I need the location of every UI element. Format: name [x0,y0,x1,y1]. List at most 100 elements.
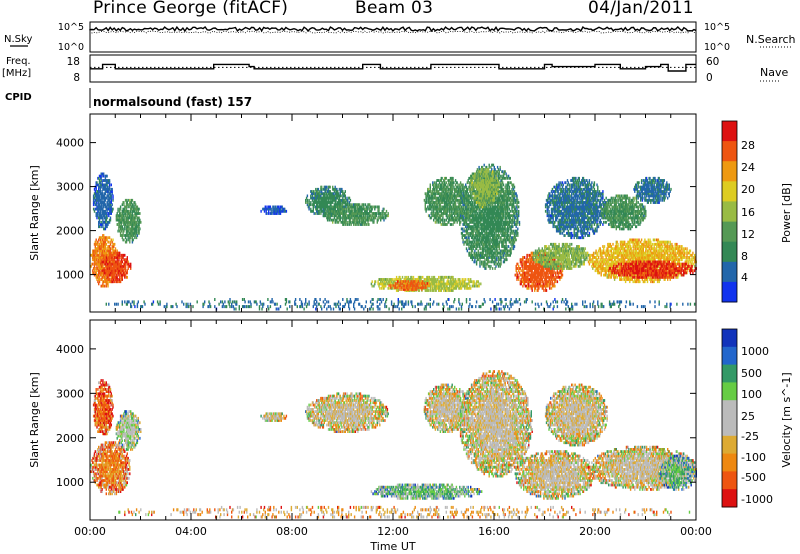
data-cell [110,247,111,250]
data-cell [140,221,141,224]
data-cell [92,263,93,266]
data-cell [109,236,110,239]
noise-ytick-left-bottom: 10^0 [58,42,84,53]
data-cell [286,210,287,213]
data-cell [340,195,341,198]
data-cell [484,258,485,261]
data-cell [128,199,129,202]
data-cell [470,287,471,290]
data-cell [465,278,466,281]
data-cell [388,284,389,287]
data-cell [346,208,347,211]
data-cell [481,261,482,264]
data-cell [480,247,481,250]
data-cell [130,263,131,266]
data-cell [391,284,392,287]
data-cell [345,195,346,198]
data-cell [127,256,128,259]
data-cell [106,175,107,178]
data-cell [321,186,322,189]
data-cell [372,285,373,288]
data-cell [104,285,105,288]
data-cell [308,199,309,202]
data-cell [307,195,308,198]
data-cell [326,186,327,189]
data-cell [119,252,120,255]
data-cell [413,276,414,279]
data-cell [401,286,402,289]
data-cell [115,247,116,250]
data-cell [395,282,396,285]
frequency-line [90,64,696,71]
data-cell [375,206,376,209]
data-cell [112,208,113,211]
data-cell [260,210,261,213]
data-region-3 [93,173,114,231]
data-cell [403,280,404,283]
data-cell [444,219,445,222]
data-cell [123,239,124,242]
data-cell [132,199,133,202]
data-cell [441,177,442,180]
data-cell [347,221,348,224]
data-cell [127,276,128,279]
data-cell [446,177,447,180]
data-cell [271,208,272,211]
data-cell [112,203,113,206]
data-cell [467,188,468,191]
data-cell [110,217,111,220]
data-cell [363,203,364,206]
data-cell [111,184,112,187]
noise-ytick-right-bottom: 10^0 [704,42,730,53]
data-cell [114,243,115,246]
data-cell [139,212,140,215]
data-cell [467,250,468,253]
data-cell [112,195,113,198]
data-region-6 [260,206,287,215]
data-cell [484,164,485,167]
data-cell [461,206,462,209]
data-cell [492,267,493,270]
data-cell [368,223,369,226]
data-cell [446,181,447,184]
data-cell [386,210,387,213]
data-cell [340,217,341,220]
freq-ytick-bottom: 8 [73,72,80,84]
data-cell [472,201,473,204]
noise-ytick-right-top: 10^5 [704,22,730,33]
data-cell [383,208,384,211]
data-cell [114,252,115,255]
data-cell [441,223,442,226]
data-cell [310,201,311,204]
data-cell [462,239,463,242]
data-cell [123,201,124,204]
data-cell [345,190,346,193]
data-cell [428,289,429,292]
data-cell [471,280,472,283]
data-cell [408,280,409,283]
data-cell [378,206,379,209]
data-cell [451,223,452,226]
data-cell [460,221,461,224]
data-cell [326,210,327,213]
data-region-2 [116,199,142,244]
noise-ytick-left-top: 10^5 [58,22,84,33]
nave-ytick-top: 60 [706,56,719,68]
power-heatmap [90,164,697,311]
data-cell [388,287,389,290]
data-cell [112,239,113,242]
data-cell [489,164,490,167]
data-cell [420,276,421,279]
data-cell [366,223,367,226]
data-cell [375,280,376,283]
data-cell [430,184,431,187]
cpid-label: CPID [5,92,32,103]
data-cell [446,276,447,279]
data-cell [138,208,139,211]
data-region-5 [323,203,389,226]
noise-panel-frame [90,22,696,52]
data-cell [423,286,424,289]
data-cell [106,236,107,239]
cpid-text: normalsound (fast) 157 [93,95,252,109]
data-cell [109,278,110,281]
